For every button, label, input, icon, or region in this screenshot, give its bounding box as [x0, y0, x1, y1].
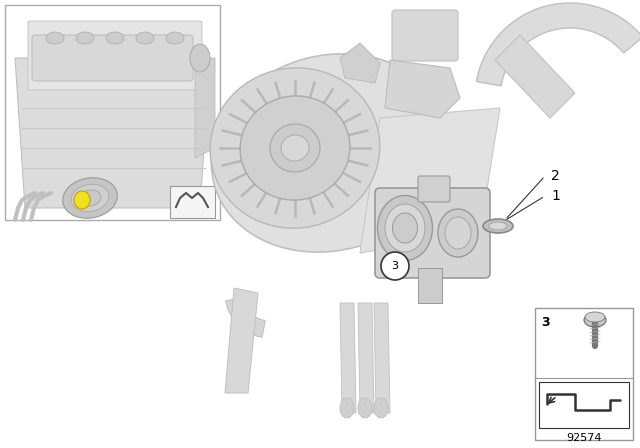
FancyBboxPatch shape: [392, 10, 458, 61]
Ellipse shape: [71, 184, 109, 212]
FancyBboxPatch shape: [170, 186, 215, 218]
FancyBboxPatch shape: [32, 35, 193, 81]
Text: 92574: 92574: [566, 433, 602, 443]
Ellipse shape: [445, 217, 471, 249]
Ellipse shape: [358, 398, 372, 418]
Polygon shape: [476, 3, 640, 86]
Ellipse shape: [166, 32, 184, 44]
Ellipse shape: [190, 44, 210, 72]
Polygon shape: [226, 298, 265, 337]
Ellipse shape: [46, 32, 64, 44]
Text: 3: 3: [541, 315, 550, 328]
Ellipse shape: [374, 398, 388, 418]
Ellipse shape: [211, 54, 449, 252]
Ellipse shape: [136, 32, 154, 44]
Polygon shape: [225, 288, 258, 393]
Polygon shape: [358, 303, 374, 413]
Ellipse shape: [340, 398, 354, 418]
Text: 2: 2: [551, 169, 560, 183]
Polygon shape: [495, 35, 575, 118]
FancyBboxPatch shape: [418, 268, 442, 303]
FancyBboxPatch shape: [535, 308, 633, 440]
Text: 3: 3: [392, 261, 399, 271]
Ellipse shape: [106, 32, 124, 44]
Ellipse shape: [585, 312, 605, 322]
Ellipse shape: [240, 96, 350, 200]
Ellipse shape: [483, 219, 513, 233]
Ellipse shape: [74, 191, 90, 209]
FancyBboxPatch shape: [539, 382, 629, 428]
Ellipse shape: [210, 68, 380, 228]
FancyBboxPatch shape: [375, 188, 490, 278]
FancyBboxPatch shape: [28, 21, 202, 90]
Polygon shape: [385, 60, 460, 118]
Ellipse shape: [584, 313, 606, 327]
Polygon shape: [374, 303, 390, 413]
Ellipse shape: [489, 222, 507, 230]
Ellipse shape: [392, 213, 417, 243]
Polygon shape: [340, 43, 380, 83]
Polygon shape: [360, 108, 500, 253]
Circle shape: [381, 252, 409, 280]
Polygon shape: [195, 58, 215, 158]
Polygon shape: [340, 303, 356, 413]
Polygon shape: [15, 58, 210, 208]
Ellipse shape: [79, 190, 101, 206]
Ellipse shape: [438, 209, 478, 257]
Ellipse shape: [76, 32, 94, 44]
Ellipse shape: [378, 195, 433, 260]
FancyBboxPatch shape: [418, 176, 450, 202]
Text: 1: 1: [551, 189, 560, 203]
Ellipse shape: [270, 124, 320, 172]
Ellipse shape: [63, 178, 117, 218]
Ellipse shape: [281, 135, 309, 161]
FancyBboxPatch shape: [5, 5, 220, 220]
Ellipse shape: [385, 204, 425, 252]
